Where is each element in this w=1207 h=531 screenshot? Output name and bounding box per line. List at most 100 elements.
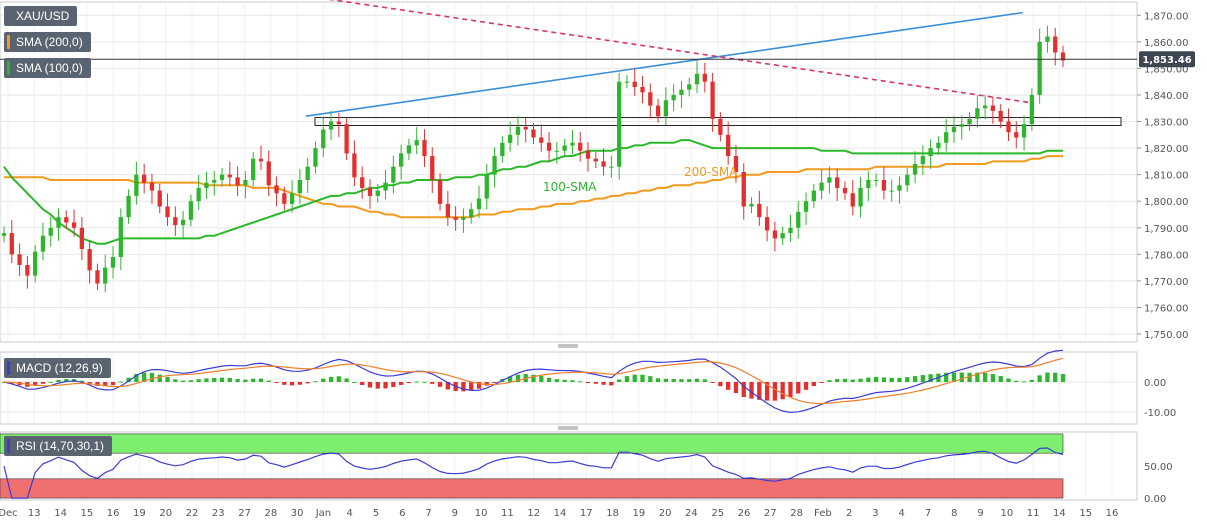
rsi-tag-label: RSI (14,70,30,1) (16, 439, 105, 453)
macd-histogram-bar (835, 379, 840, 382)
candle-body (726, 134, 731, 157)
candle-body (944, 132, 949, 143)
macd-histogram-bar (165, 376, 170, 382)
macd-histogram-bar (321, 378, 326, 382)
candle-body (780, 233, 785, 239)
macd-histogram-bar (585, 382, 591, 383)
price-tick-label: 1,760.00 (1144, 303, 1189, 314)
candle-body (492, 156, 497, 175)
macd-histogram-bar (920, 375, 925, 382)
candle-body (757, 203, 762, 218)
date-tick-label: Dec (0, 508, 18, 519)
candle-body (1006, 121, 1011, 133)
macd-signal-line (3, 357, 1064, 405)
date-tick-label: 30 (291, 508, 304, 519)
sma100-tag-label: SMA (100,0) (16, 61, 83, 75)
date-tick-label: 18 (606, 508, 619, 519)
macd-tag[interactable]: MACD (12,26,9) (4, 358, 111, 378)
macd-histogram-bar (391, 382, 396, 387)
macd-histogram-bar (897, 377, 902, 382)
candle-body (936, 142, 941, 149)
macd-histogram-bar (305, 382, 310, 384)
macd-histogram-bar (430, 382, 435, 384)
rsi-tick-label: 50.00 (1144, 462, 1173, 473)
date-tick-label: 8 (951, 508, 957, 519)
candle-body (593, 158, 598, 162)
candle-body (920, 156, 925, 165)
macd-histogram-bar (624, 376, 630, 382)
rsi-oversold-zone (0, 478, 1064, 499)
price-tick-label: 1,770.00 (1144, 277, 1189, 288)
macd-histogram-bar (694, 378, 700, 382)
macd-histogram-bar (204, 378, 209, 382)
candle-body (9, 233, 14, 255)
macd-histogram-bar (289, 382, 295, 386)
candle-body (687, 84, 692, 90)
candle-body (624, 81, 630, 83)
macd-histogram-bar (367, 382, 373, 388)
candle-body (842, 187, 848, 194)
rsi-tag[interactable]: RSI (14,70,30,1) (4, 436, 113, 456)
macd-histogram-bar (344, 378, 349, 382)
macd-histogram-bar (873, 376, 879, 382)
candle-body (414, 140, 419, 146)
candle-body (383, 182, 388, 191)
candle-body (40, 235, 46, 252)
macd-histogram-bar (188, 380, 194, 382)
macd-histogram-bar (757, 382, 762, 400)
price-tick-label: 1,870.00 (1144, 11, 1189, 22)
macd-histogram-bar (578, 381, 583, 383)
candle-body (219, 174, 225, 180)
date-tick-label: Jan (315, 508, 331, 519)
sma100-tag[interactable]: SMA (100,0) (4, 58, 91, 78)
macd-histogram-bar (227, 377, 232, 382)
symbol-tag[interactable]: XAU/USD (4, 6, 78, 26)
candle-body (48, 227, 53, 236)
macd-histogram-bar (975, 372, 980, 382)
candle-body (1053, 36, 1058, 53)
macd-histogram-bar (383, 382, 388, 389)
candle-body (258, 158, 264, 162)
macd-histogram-bar (212, 377, 217, 382)
candle-body (500, 142, 505, 157)
macd-histogram-bar (819, 382, 824, 383)
candle-body (741, 172, 746, 207)
candle-body (990, 105, 996, 111)
candle-body (873, 179, 879, 181)
date-tick-label: 25 (711, 508, 724, 519)
candle-body (975, 108, 980, 119)
macd-histogram-bar (79, 380, 85, 382)
date-tick-label: 26 (738, 508, 751, 519)
candle-body (827, 177, 832, 183)
candle-body (562, 145, 567, 151)
date-tick-label: 16 (107, 508, 120, 519)
candle-body (352, 153, 357, 178)
price-tick-label: 1,850.00 (1144, 64, 1189, 75)
macd-histogram-bar (445, 382, 450, 390)
macd-histogram-bar (87, 382, 92, 384)
macd-histogram-bar (601, 382, 606, 385)
candle-body (694, 73, 700, 85)
candle-body (998, 110, 1003, 122)
sma200-tag[interactable]: SMA (200,0) (4, 32, 91, 52)
candle-body (897, 185, 902, 191)
macd-histogram-bar (749, 382, 754, 399)
macd-histogram-bar (1053, 372, 1058, 382)
candle-body (718, 118, 723, 135)
candle-body (282, 193, 287, 204)
macd-histogram-bar (679, 379, 684, 382)
candle-body (266, 161, 271, 186)
sma200-tag-label: SMA (200,0) (16, 35, 83, 49)
macd-histogram-bar (811, 382, 816, 387)
main-panel (0, 1, 1138, 343)
macd-histogram-bar (235, 379, 240, 382)
candle-body (764, 217, 770, 231)
candle-body (422, 140, 427, 157)
candle-body (173, 217, 178, 226)
macd-histogram-bar (149, 372, 155, 382)
candle-body (476, 198, 482, 210)
macd-histogram-bar (842, 378, 848, 382)
macd-histogram-bar (905, 377, 910, 382)
sma200-chart-label: 200-SMA (684, 165, 738, 179)
macd-histogram-bar (881, 377, 887, 382)
